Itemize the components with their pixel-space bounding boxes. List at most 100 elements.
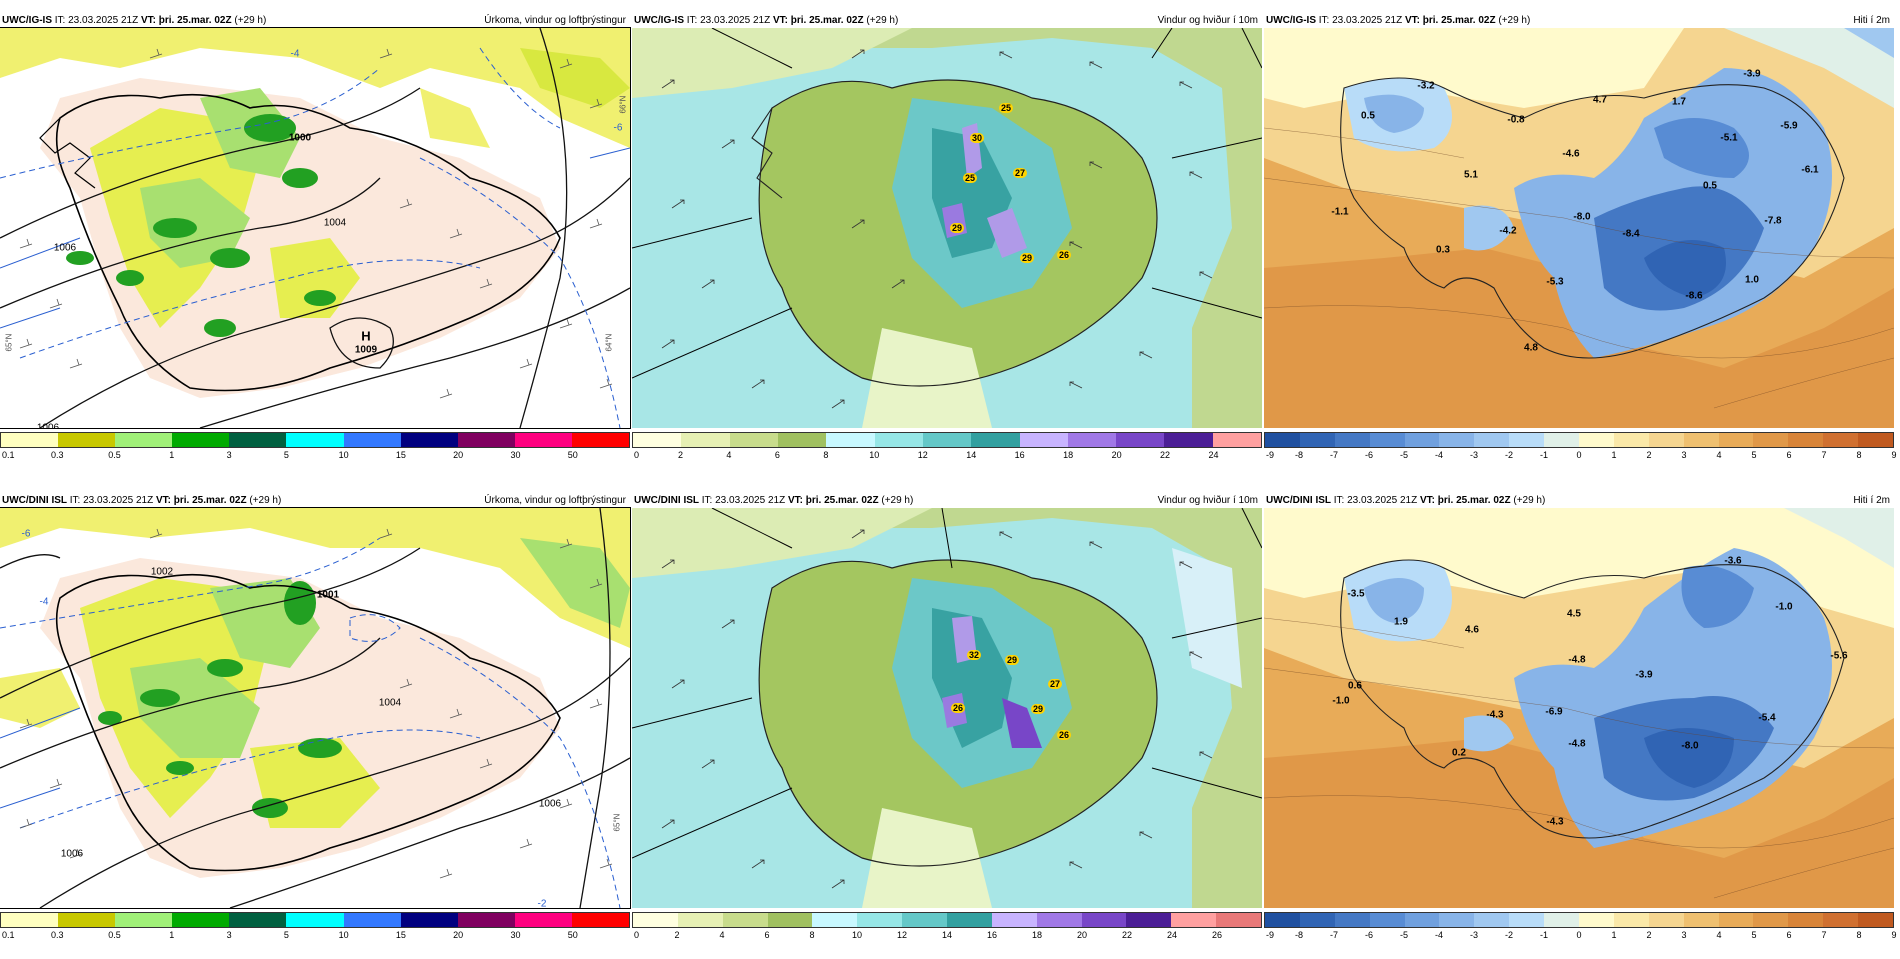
colorbar-swatch — [1067, 433, 1117, 447]
colorbar-swatch — [1265, 913, 1300, 927]
colorbar-tick: 5 — [283, 450, 289, 460]
colorbar-tick: 2 — [1646, 930, 1652, 940]
temp-label: 1.7 — [1672, 96, 1686, 108]
valid-time: þri. 25.mar. 02Z — [1422, 15, 1496, 26]
colorbar-swatch — [1753, 433, 1789, 447]
map-wind[interactable]: 32 29 27 26 29 26 — [632, 508, 1262, 908]
temp-label: 0.5 — [1703, 180, 1717, 192]
colorbar-tick: -7 — [1329, 450, 1339, 460]
temp-label: 4.8 — [1524, 342, 1538, 354]
map-precip[interactable]: 1000 H 1009 1004 1006 1006 -4 -6 -2 65°N… — [0, 27, 631, 429]
colorbar-swatch — [1753, 913, 1789, 927]
valid-time: þri. 25.mar. 02Z — [805, 495, 879, 506]
colorbar-swatch — [1334, 913, 1370, 927]
colorbar-swatch — [1, 913, 59, 927]
colorbar-swatch — [1404, 433, 1440, 447]
map-label: 1000 — [288, 132, 312, 144]
colorbar-swatch — [1509, 913, 1545, 927]
temp-label: -0.8 — [1507, 114, 1525, 126]
colorbar-tick: 0.5 — [108, 930, 121, 940]
panel-title: Vindur og hviður í 10m — [1157, 15, 1258, 26]
model-name: UWC/DINI ISL — [2, 495, 67, 506]
init-time: IT: 23.03.2025 21Z — [1318, 15, 1403, 26]
temp-label: 0.3 — [1436, 244, 1450, 256]
colorbar-swatch — [1439, 913, 1475, 927]
colorbar-swatch — [681, 433, 730, 447]
init-time: IT: 23.03.2025 21Z — [54, 15, 139, 26]
panel-title: Vindur og hviður í 10m — [1157, 495, 1258, 506]
colorbar-tick: 10 — [851, 930, 863, 940]
colorbar-tick: 7 — [1821, 450, 1827, 460]
colorbar-tick: 8 — [823, 450, 829, 460]
map-temperature[interactable]: -3.5 -3.6 1.9 4.6 4.5 -1.0 -5.6 -4.8 -3.… — [1264, 508, 1894, 908]
map-svg — [0, 508, 630, 908]
colorbar-swatch — [172, 913, 230, 927]
map-label: 1004 — [323, 217, 347, 229]
colorbar-tick: 6 — [1786, 930, 1792, 940]
colorbar-tick: 1 — [1611, 930, 1617, 940]
colorbar-ticks: -9 -8 -7 -6 -5 -4 -3 -2 -1 0 1 2 3 4 5 6 7 8 9 — [1264, 930, 1897, 942]
colorbar-swatch — [1439, 433, 1475, 447]
colorbar-swatch — [922, 433, 972, 447]
colorbar-tick: -2 — [1504, 930, 1514, 940]
temp-label: -1.1 — [1331, 206, 1349, 218]
temp-label: 4.7 — [1593, 94, 1607, 106]
panel-header: UWC/DINI ISL IT: 23.03.2025 21Z VT: þri.… — [632, 494, 1262, 508]
colorbar-tick: 0.3 — [51, 450, 64, 460]
temp-label: 4.5 — [1567, 608, 1581, 620]
map-svg — [1264, 28, 1894, 428]
panel-header: UWC/DINI ISL IT: 23.03.2025 21Z VT: þri.… — [1264, 494, 1894, 508]
temp-label: 5.1 — [1464, 169, 1478, 181]
colorbar-swatch — [1579, 433, 1614, 447]
colorbar-tick: 0.5 — [108, 450, 121, 460]
colorbar — [1264, 912, 1894, 928]
colorbar-swatch — [514, 433, 572, 447]
colorbar-swatch — [971, 433, 1020, 447]
temp-label: -8.0 — [1573, 211, 1591, 223]
colorbar-swatch — [812, 913, 858, 927]
colorbar-tick: 6 — [1786, 450, 1792, 460]
colorbar-swatch — [1369, 433, 1405, 447]
colorbar-swatch — [722, 913, 768, 927]
colorbar-tick: -3 — [1469, 930, 1479, 940]
colorbar-swatch — [1334, 433, 1370, 447]
colorbar-swatch — [1613, 913, 1649, 927]
gust-label: 26 — [950, 703, 966, 713]
colorbar-tick: 12 — [917, 450, 928, 460]
panel-title: Úrkoma, vindur og loftþrýstingur — [484, 495, 626, 506]
colorbar-swatch — [1683, 913, 1719, 927]
map-label: 1006 — [53, 242, 77, 254]
gust-label: 29 — [1030, 704, 1046, 714]
colorbar-tick: 0 — [634, 930, 640, 940]
gust-label: 30 — [969, 133, 985, 143]
colorbar-swatch — [1299, 913, 1335, 927]
temp-label: -3.6 — [1724, 555, 1742, 567]
map-precip[interactable]: 1001 1002 1004 1006 1006 -6 -4 -2 65°N — [0, 507, 631, 909]
model-name: UWC/DINI ISL — [634, 495, 699, 506]
map-wind[interactable]: 25 30 25 27 29 29 26 — [632, 28, 1262, 428]
colorbar-swatch — [1212, 433, 1262, 447]
map-svg — [632, 508, 1262, 908]
colorbar-swatch — [1683, 433, 1719, 447]
colorbar-swatch — [677, 913, 723, 927]
colorbar-tick: 14 — [941, 930, 953, 940]
colorbar-swatch — [1036, 913, 1082, 927]
colorbar-swatch — [1648, 913, 1684, 927]
colorbar — [632, 432, 1262, 448]
colorbar-tick: 10 — [869, 450, 880, 460]
temp-label: -8.0 — [1681, 740, 1699, 752]
map-label: 1002 — [150, 566, 174, 578]
colorbar-tick: 2 — [677, 450, 683, 460]
map-temperature[interactable]: -3.2 0.5 -0.8 4.7 1.7 -3.9 -5.9 -5.1 -4.… — [1264, 28, 1894, 428]
colorbar-tick: 3 — [226, 450, 232, 460]
colorbar-swatch — [1216, 913, 1262, 927]
lead-time: (+29 h) — [1513, 495, 1546, 506]
lead-time: (+29 h) — [881, 495, 914, 506]
init-time: IT: 23.03.2025 21Z — [686, 15, 771, 26]
temp-label: -7.8 — [1764, 215, 1782, 227]
temp-label: -8.4 — [1622, 228, 1640, 240]
colorbar-swatch — [991, 913, 1037, 927]
colorbar-swatch — [58, 433, 116, 447]
colorbar-ticks: 0 2 4 6 8 10 12 14 16 18 20 22 24 — [632, 450, 1262, 462]
colorbar-tick: 20 — [1111, 450, 1122, 460]
